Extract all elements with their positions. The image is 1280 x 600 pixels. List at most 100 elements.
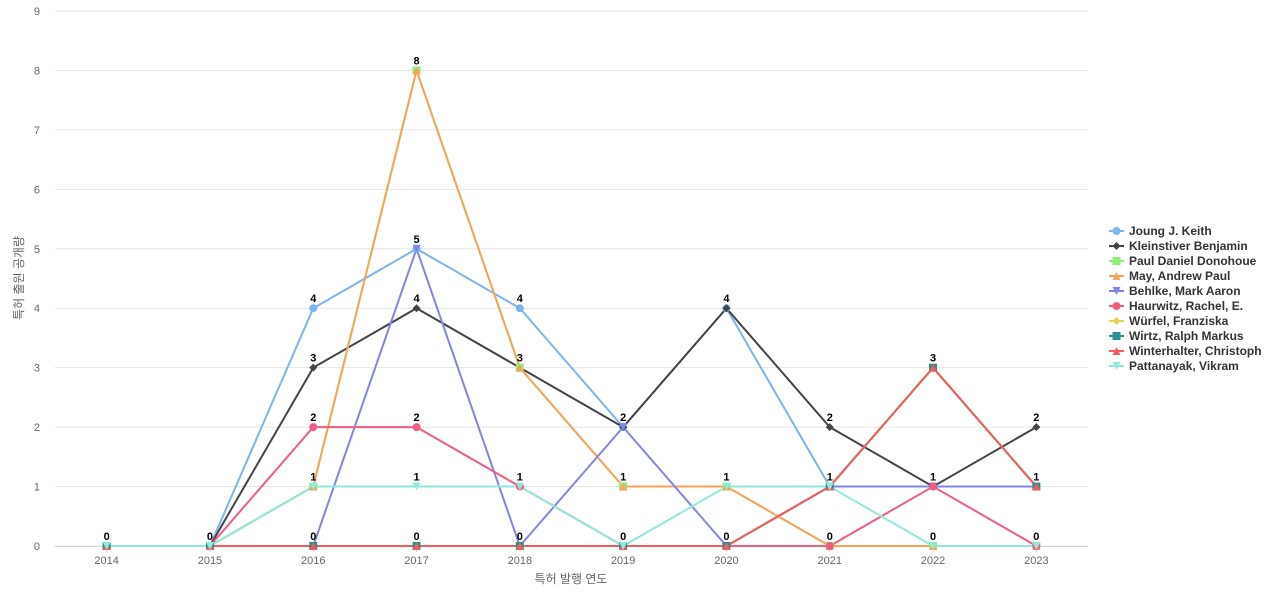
legend-item: May, Andrew Paul: [1109, 269, 1230, 283]
data-point-marker: [722, 542, 731, 550]
y-tick-label: 3: [34, 363, 40, 375]
data-point-marker: [619, 542, 628, 550]
legend-item: Wirtz, Ralph Markus: [1109, 329, 1244, 343]
x-tick-label: 2023: [1024, 555, 1048, 567]
data-label: 1: [620, 472, 626, 484]
data-point-marker: [1032, 423, 1041, 432]
data-label: 1: [310, 472, 316, 484]
data-label: 0: [620, 531, 626, 543]
x-tick-label: 2014: [94, 555, 118, 567]
legend-label: Paul Daniel Donohoue: [1129, 254, 1257, 268]
x-tick-label: 2018: [508, 555, 532, 567]
y-axis-title: 특허 출원 공개량: [12, 236, 26, 320]
data-label: 2: [310, 412, 316, 424]
data-point-marker: [515, 363, 524, 372]
data-label: 0: [1033, 531, 1039, 543]
data-point-marker: [515, 542, 524, 550]
x-tick-label: 2016: [301, 555, 325, 567]
legend-marker: [1112, 317, 1121, 325]
x-tick-label: 2015: [198, 555, 222, 567]
data-label: 4: [310, 293, 317, 305]
data-point-marker: [102, 542, 111, 550]
x-tick-label: 2022: [921, 555, 945, 567]
legend-item: Winterhalter, Christoph: [1109, 344, 1262, 358]
legend-marker: [1112, 242, 1121, 250]
series-line: [105, 366, 1038, 547]
series-lines: [105, 69, 1038, 547]
data-label: 2: [413, 412, 419, 424]
legend-marker: [1112, 287, 1121, 295]
data-label: 0: [413, 531, 419, 543]
data-label: 5: [413, 234, 419, 246]
legend-label: May, Andrew Paul: [1129, 269, 1230, 283]
data-point-marker: [1032, 542, 1041, 550]
y-tick-label: 5: [34, 244, 40, 256]
data-point-marker: [309, 304, 318, 313]
legend-label: Haurwitz, Rachel, E.: [1129, 299, 1243, 313]
data-point-marker: [929, 363, 938, 372]
data-point-marker: [205, 542, 214, 550]
legend-marker: [1112, 332, 1121, 340]
legend-marker: [1112, 302, 1121, 310]
data-point-marker: [412, 244, 421, 253]
legend-label: Pattanayak, Vikram: [1129, 359, 1239, 373]
data-label: 1: [413, 472, 419, 484]
legend-label: Wirtz, Ralph Markus: [1129, 329, 1244, 343]
legend-label: Winterhalter, Christoph: [1129, 344, 1262, 358]
data-label: 0: [827, 531, 833, 543]
data-point-marker: [309, 363, 318, 372]
data-point-marker: [929, 482, 938, 491]
data-point-marker: [515, 482, 524, 491]
data-point-marker: [619, 423, 628, 432]
data-point-marker: [412, 304, 421, 313]
legend-item: Pattanayak, Vikram: [1109, 359, 1239, 373]
y-tick-label: 4: [34, 303, 40, 315]
data-label: 2: [1033, 412, 1039, 424]
legend-marker: [1112, 362, 1121, 370]
data-label: 1: [827, 472, 833, 484]
data-label: 1: [723, 472, 729, 484]
data-point-marker: [412, 423, 421, 432]
series-line: [105, 366, 1038, 547]
x-tick-label: 2021: [818, 555, 842, 567]
data-label: 4: [723, 293, 730, 305]
series-line: [105, 485, 1038, 547]
legend-marker: [1112, 272, 1121, 280]
y-axis: 0 1 2 3 4 5 6 7 8 9: [34, 6, 40, 553]
y-tick-label: 0: [34, 541, 40, 553]
data-point-marker: [929, 542, 938, 550]
data-point-marker: [412, 66, 421, 75]
grid-lines: [55, 10, 1088, 547]
legend-item: Behlke, Mark Aaron: [1109, 284, 1241, 298]
x-tick-label: 2020: [714, 555, 738, 567]
data-point-marker: [619, 482, 628, 491]
y-tick-label: 2: [34, 422, 40, 434]
data-label: 2: [620, 412, 626, 424]
legend-label: Kleinstiver Benjamin: [1129, 239, 1248, 253]
data-label: 0: [517, 531, 523, 543]
data-point-marker: [825, 482, 834, 491]
y-tick-label: 6: [34, 184, 40, 196]
data-label: 3: [310, 353, 316, 365]
legend-label: Würfel, Franziska: [1129, 314, 1229, 328]
series-markers: [102, 66, 1041, 550]
data-label: 0: [723, 531, 729, 543]
data-point-marker: [1032, 482, 1041, 491]
y-tick-label: 1: [34, 482, 40, 494]
data-point-marker: [515, 304, 524, 313]
data-point-marker: [825, 423, 834, 432]
data-point-marker: [722, 304, 731, 313]
legend-item: Kleinstiver Benjamin: [1109, 239, 1248, 253]
x-tick-label: 2017: [404, 555, 428, 567]
data-point-marker: [412, 542, 421, 550]
x-tick-label: 2019: [611, 555, 635, 567]
data-label: 0: [930, 531, 936, 543]
data-label: 3: [930, 353, 936, 365]
legend-item: Joung J. Keith: [1109, 224, 1212, 238]
x-axis-title: 특허 발행 연도: [535, 571, 608, 586]
data-point-marker: [309, 423, 318, 432]
legend-label: Joung J. Keith: [1129, 224, 1212, 238]
